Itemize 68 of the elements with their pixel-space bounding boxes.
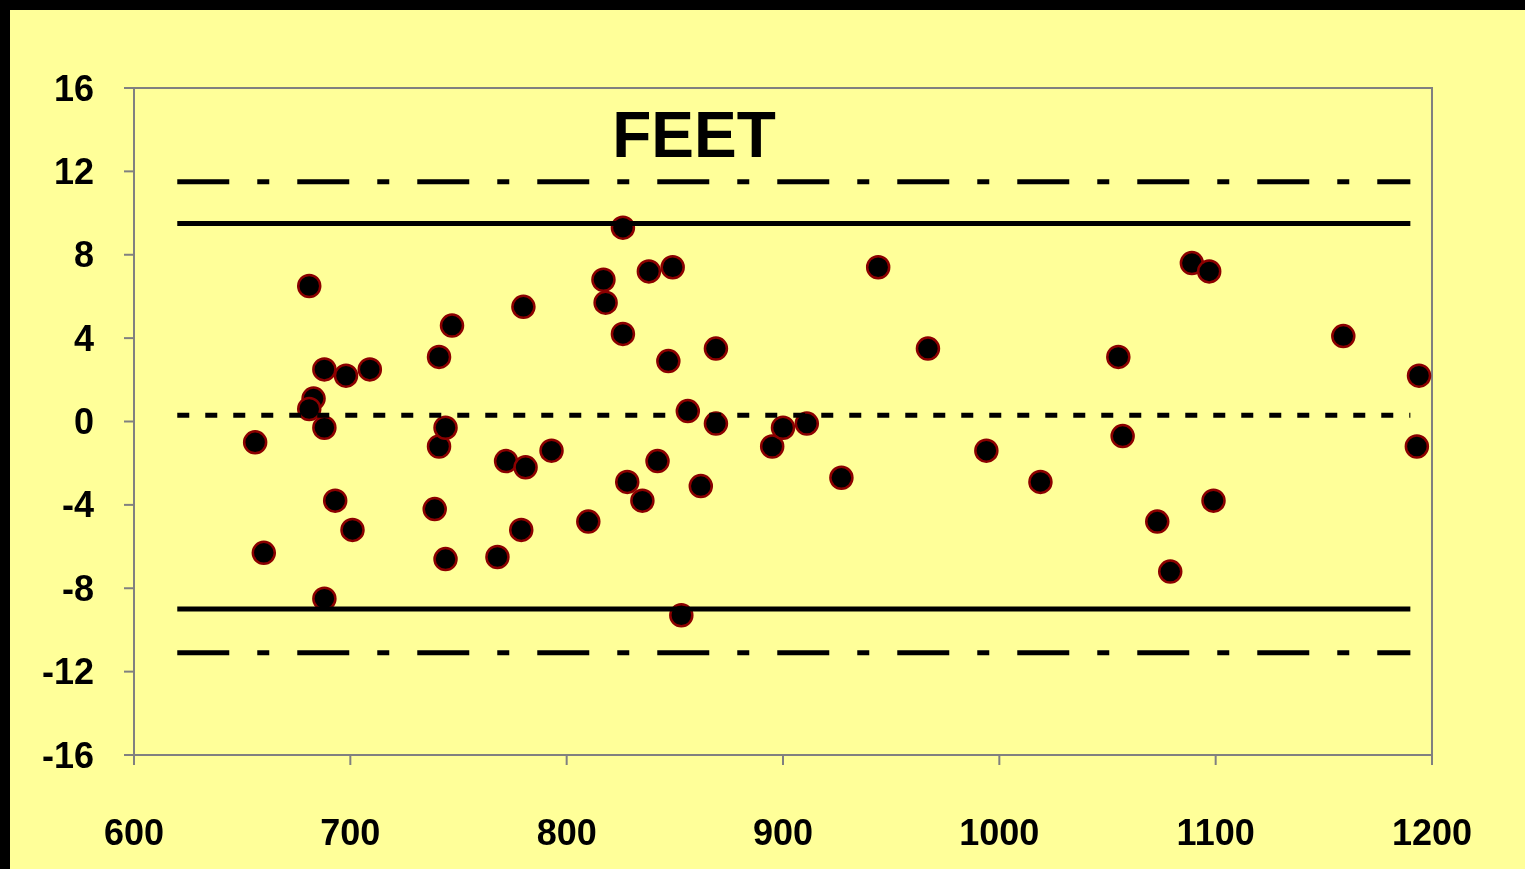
point xyxy=(703,336,729,361)
y-tick-label: -12 xyxy=(41,651,94,693)
point xyxy=(688,473,714,499)
point xyxy=(829,465,854,491)
point xyxy=(593,290,618,315)
point xyxy=(1406,363,1432,388)
point xyxy=(493,448,519,474)
x-tick-label: 1100 xyxy=(1176,812,1255,853)
point xyxy=(614,469,640,495)
point xyxy=(1201,488,1226,513)
point xyxy=(251,540,277,566)
point xyxy=(433,546,458,572)
point xyxy=(1404,434,1430,459)
y-tick-label: -4 xyxy=(61,484,94,526)
x-tick-label: 1000 xyxy=(959,812,1040,853)
point xyxy=(433,415,458,440)
y-tick-label: 0 xyxy=(73,401,94,443)
x-tick-label: 900 xyxy=(752,812,814,853)
y-tick-label: -16 xyxy=(41,734,94,776)
point xyxy=(759,434,785,459)
point xyxy=(915,336,941,361)
point xyxy=(439,313,465,338)
point xyxy=(610,321,636,347)
point xyxy=(357,357,383,382)
point xyxy=(660,255,685,280)
point xyxy=(322,488,348,513)
x-tick-label: 600 xyxy=(103,812,165,853)
point xyxy=(865,255,891,280)
point xyxy=(508,517,534,543)
point xyxy=(636,259,662,284)
y-tick-label: 4 xyxy=(73,317,94,359)
point xyxy=(770,415,796,440)
point xyxy=(1110,423,1135,449)
point xyxy=(422,496,447,522)
point xyxy=(242,430,268,455)
point xyxy=(645,448,670,474)
point xyxy=(630,488,655,513)
point xyxy=(591,267,616,293)
point xyxy=(513,455,538,480)
chart-title: FEET xyxy=(612,99,776,171)
point xyxy=(333,363,359,388)
point xyxy=(340,517,365,543)
point xyxy=(974,438,999,463)
y-tick-label: -8 xyxy=(61,567,94,609)
y-tick-label: 8 xyxy=(73,234,94,276)
point xyxy=(426,344,452,370)
y-tick-label: 12 xyxy=(53,150,94,192)
point xyxy=(1157,559,1183,584)
point xyxy=(485,544,510,570)
point xyxy=(312,357,337,382)
point xyxy=(1196,259,1222,284)
point xyxy=(1331,323,1356,349)
point xyxy=(296,273,322,299)
point xyxy=(539,438,564,463)
point xyxy=(1145,509,1170,534)
point xyxy=(794,411,820,436)
point xyxy=(1106,344,1131,370)
point xyxy=(511,294,536,320)
x-tick-label: 1200 xyxy=(1391,812,1473,853)
point xyxy=(426,434,452,459)
point xyxy=(576,509,601,534)
y-tick-label: 16 xyxy=(53,67,94,109)
x-tick-label: 800 xyxy=(536,812,597,853)
point xyxy=(1028,469,1053,495)
point xyxy=(656,348,681,374)
point xyxy=(296,396,322,422)
point xyxy=(312,415,337,440)
x-tick-label: 700 xyxy=(320,812,381,853)
